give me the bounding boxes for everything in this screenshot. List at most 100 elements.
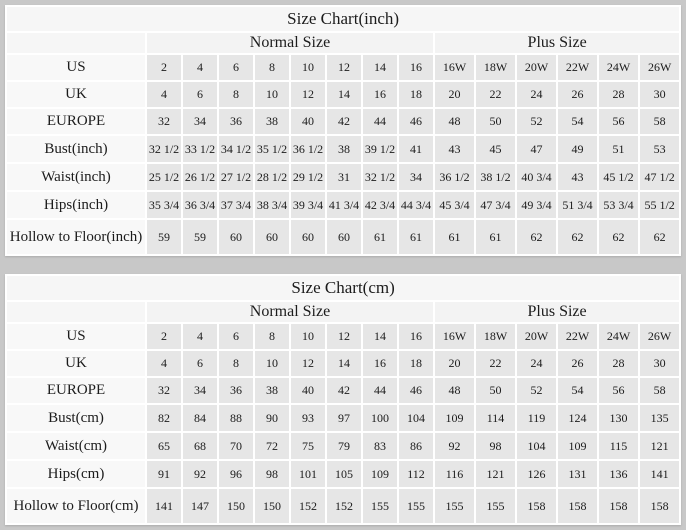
size-value-cell: 114 [476,405,515,431]
row-label: Hollow to Floor(inch) [7,220,145,254]
size-value-cell: 18 [399,351,433,376]
size-value-cell: 97 [327,405,361,431]
size-value-cell: 40 3/4 [517,164,556,190]
size-value-cell: 62 [558,220,597,254]
size-value-cell: 42 [327,378,361,403]
size-value-cell: 61 [363,220,397,254]
size-value-cell: 45 3/4 [435,192,474,218]
size-value-cell: 135 [640,405,680,431]
size-value-cell: 130 [599,405,638,431]
table-row: Waist(inch) 25 1/2 26 1/2 27 1/2 28 1/2 29 1/… [7,164,680,190]
size-value-cell: 41 [399,136,433,162]
size-value-cell: 34 [183,378,217,403]
size-value-cell: 98 [255,461,289,487]
row-label: US [7,55,145,80]
size-value-cell: 51 3/4 [558,192,597,218]
size-value-cell: 158 [558,489,597,523]
size-value-cell: 91 [147,461,181,487]
size-value-cell: 32 [147,109,181,134]
table-row: UK 4 6 8 10 12 14 16 18 20 22 24 26 28 30 [7,82,680,107]
size-value-cell: 98 [476,433,515,459]
size-value-cell: 8 [219,82,253,107]
size-value-cell: 35 1/2 [255,136,289,162]
size-value-cell: 24 [517,351,556,376]
size-value-cell: 56 [599,109,638,134]
size-value-cell: 51 [599,136,638,162]
size-value-cell: 36 [219,109,253,134]
size-value-cell: 26 [558,82,597,107]
size-value-cell: 58 [640,109,680,134]
size-value-cell: 152 [327,489,361,523]
size-value-cell: 155 [476,489,515,523]
size-value-cell: 20 [435,351,474,376]
size-value-cell: 42 3/4 [363,192,397,218]
size-value-cell: 16 [399,55,433,80]
size-value-cell: 4 [183,324,217,349]
size-value-cell: 12 [327,324,361,349]
size-value-cell: 109 [558,433,597,459]
size-value-cell: 38 3/4 [255,192,289,218]
size-value-cell: 72 [255,433,289,459]
size-value-cell: 38 [255,109,289,134]
size-value-cell: 54 [558,109,597,134]
table-row: EUROPE 32 34 36 38 40 42 44 46 48 50 52 54 56 58 [7,109,680,134]
size-value-cell: 45 1/2 [599,164,638,190]
column-group-header: Normal Size [147,33,433,53]
size-value-cell: 24 [517,82,556,107]
size-value-cell: 105 [327,461,361,487]
size-value-cell: 12 [327,55,361,80]
size-value-cell: 26W [640,55,680,80]
size-value-cell: 40 [291,109,325,134]
row-label: Waist(cm) [7,433,145,459]
size-value-cell: 126 [517,461,556,487]
size-value-cell: 70 [219,433,253,459]
size-value-cell: 38 [327,136,361,162]
size-value-cell: 28 [599,82,638,107]
row-label: Hips(inch) [7,192,145,218]
size-value-cell: 20 [435,82,474,107]
size-value-cell: 10 [255,351,289,376]
row-label: US [7,324,145,349]
size-value-cell: 35 3/4 [147,192,181,218]
size-value-cell: 62 [640,220,680,254]
size-value-cell: 8 [219,351,253,376]
size-value-cell: 65 [147,433,181,459]
size-value-cell: 33 1/2 [183,136,217,162]
size-value-cell: 121 [476,461,515,487]
size-value-cell: 88 [219,405,253,431]
size-value-cell: 22W [558,324,597,349]
size-value-cell: 10 [291,324,325,349]
size-value-cell: 86 [399,433,433,459]
size-value-cell: 55 1/2 [640,192,680,218]
size-value-cell: 124 [558,405,597,431]
size-value-cell: 38 [255,378,289,403]
column-group-header: Normal Size [147,302,433,322]
size-value-cell: 46 [399,109,433,134]
column-group-header: Plus Size [435,302,680,322]
size-value-cell: 26 1/2 [183,164,217,190]
size-value-cell: 6 [219,324,253,349]
size-value-cell: 31 [327,164,361,190]
size-value-cell: 36 1/2 [435,164,474,190]
size-value-cell: 150 [255,489,289,523]
size-value-cell: 22W [558,55,597,80]
size-value-cell: 116 [435,461,474,487]
size-value-cell: 46 [399,378,433,403]
size-value-cell: 6 [183,351,217,376]
table-row: US 2 4 6 8 10 12 14 16 16W 18W 20W 22W 24W 26W [7,324,680,349]
table-row: Hollow to Floor(inch) 59 59 60 60 60 60 61 61 61 6… [7,220,680,254]
size-value-cell: 56 [599,378,638,403]
size-value-cell: 4 [147,351,181,376]
size-value-cell: 49 3/4 [517,192,556,218]
size-value-cell: 6 [219,55,253,80]
size-value-cell: 50 [476,378,515,403]
size-value-cell: 44 [363,378,397,403]
row-label: UK [7,351,145,376]
size-value-cell: 84 [183,405,217,431]
size-value-cell: 2 [147,55,181,80]
size-value-cell: 150 [219,489,253,523]
chart-title: Size Chart(inch) [7,7,680,31]
size-value-cell: 109 [435,405,474,431]
size-value-cell: 12 [291,82,325,107]
size-value-cell: 16W [435,324,474,349]
